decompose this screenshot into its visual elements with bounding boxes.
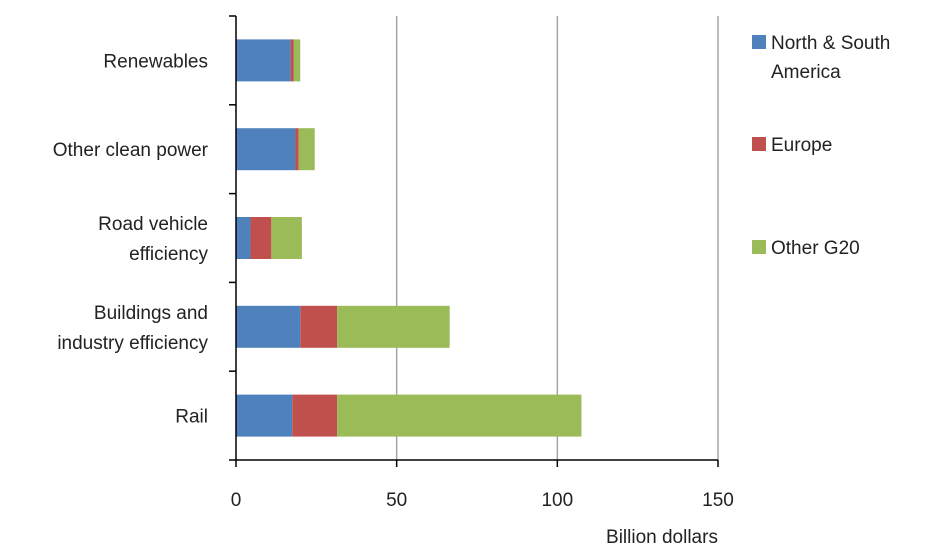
legend: North & South America Europe Other G20 [752, 33, 890, 259]
bars [236, 39, 582, 437]
category-label-line: Road vehicle [98, 214, 208, 235]
category-label-line: Other clean power [53, 140, 209, 161]
bar-other-clean-power-europe [295, 128, 299, 171]
category-label-line: Renewables [103, 51, 208, 72]
bar-buildings-and-industry-efficiency-north-south-america [236, 305, 301, 348]
category-label: Other clean power [53, 140, 209, 161]
bar-buildings-and-industry-efficiency-europe [300, 305, 338, 348]
bar-renewables-europe [290, 39, 294, 82]
bar-road-vehicle-efficiency-europe [250, 217, 272, 259]
category-label: Renewables [103, 51, 208, 72]
x-tick-label: 150 [702, 490, 734, 511]
bar-renewables-north-south-america [236, 39, 291, 82]
x-axis-title: Billion dollars [606, 527, 718, 548]
legend-swatch [752, 240, 766, 254]
legend-label: North & South America [771, 33, 890, 83]
category-label: Rail [175, 407, 208, 428]
bar-rail-other-g20 [337, 394, 582, 437]
legend-label: Other G20 [771, 238, 860, 259]
legend-swatch [752, 137, 766, 151]
legend-label: Europe [771, 135, 832, 156]
axes [229, 15, 719, 467]
legend-label-line: America [771, 62, 841, 83]
x-tick-label: 0 [231, 490, 242, 511]
bar-renewables-other-g20 [293, 39, 301, 82]
x-tick-label: 100 [541, 490, 573, 511]
bar-road-vehicle-efficiency-other-g20 [271, 217, 302, 259]
category-label: Road vehicle efficiency [98, 214, 208, 265]
category-label-line: Buildings and [94, 303, 208, 324]
x-tick-label: 50 [386, 490, 407, 511]
legend-label-line: Europe [771, 135, 832, 156]
bar-other-clean-power-other-g20 [298, 128, 315, 171]
legend-label-line: North & South [771, 33, 890, 54]
category-labels: Renewables Other clean power Road vehicle e… [53, 51, 209, 427]
category-label-line: efficiency [129, 244, 208, 265]
gridlines [395, 16, 719, 460]
bar-rail-north-south-america [236, 394, 293, 437]
x-tick-labels: 0 50 100 150 [231, 490, 734, 511]
legend-label-line: Other G20 [771, 238, 860, 259]
category-label-line: industry efficiency [57, 333, 208, 354]
legend-swatch [752, 35, 766, 49]
bar-rail-europe [292, 394, 338, 437]
bar-buildings-and-industry-efficiency-other-g20 [337, 305, 450, 348]
category-label-line: Rail [175, 407, 208, 428]
category-label: Buildings and industry efficiency [57, 303, 208, 354]
bar-other-clean-power-north-south-america [236, 128, 296, 171]
bar-road-vehicle-efficiency-north-south-america [236, 217, 251, 259]
